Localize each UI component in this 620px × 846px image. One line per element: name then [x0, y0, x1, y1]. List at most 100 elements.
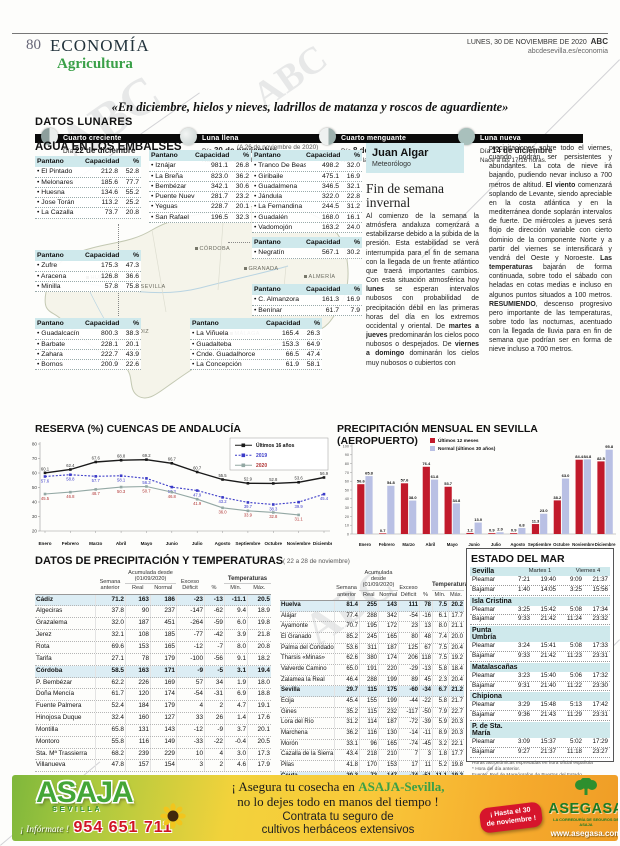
station-row: Ayamonte 70.7 195 172 23 13 8.0 21.1	[280, 622, 464, 633]
svg-text:40: 40	[32, 500, 38, 505]
svg-text:0.7: 0.7	[380, 528, 386, 533]
forecast-column-1: Al comienzo de la semana la atmósfera an…	[366, 213, 479, 367]
station-row: Tharsis «Minas» 62.6 380 174 206 118 7.5 19.2	[280, 654, 464, 665]
station-row: Córdoba 58.5 163 171 -9 -5 3.1 19.4	[35, 665, 271, 678]
svg-text:38.2: 38.2	[553, 495, 562, 500]
asegasa-url: www.asegasa.com	[550, 829, 618, 838]
svg-text:1.2: 1.2	[467, 527, 473, 532]
svg-text:30: 30	[345, 506, 349, 510]
svg-text:38.0: 38.0	[409, 495, 418, 500]
svg-text:58.8: 58.8	[66, 477, 75, 482]
svg-text:Febrero: Febrero	[379, 542, 395, 547]
high-tide-row: Pleamar 3:25 15:42 5:08 17:34	[470, 606, 610, 616]
svg-text:76.4: 76.4	[422, 461, 431, 466]
station-row: Gines 35.2 115 232 -117 -50 7.9 22.7	[280, 707, 464, 719]
lunar-section-title: DATOS LUNARES	[35, 116, 133, 128]
map-city-label: GRANADA	[244, 266, 279, 272]
author-role: Meteorólogo	[372, 161, 411, 168]
svg-text:100: 100	[343, 444, 349, 448]
svg-text:Marzo: Marzo	[89, 541, 102, 546]
asegasa-name: ASEGASA	[548, 801, 618, 817]
moon-phase: Luna nueva Día 14 de diciembre Nace a la…	[452, 128, 591, 170]
svg-text:Julio: Julio	[192, 541, 203, 546]
moon-phase-name: Cuarto menguante	[341, 135, 407, 142]
svg-text:2.0: 2.0	[497, 527, 503, 532]
tide-locality: Sevilla Martes 1 Viernes 4 Pleamar 7:21 1…	[470, 567, 610, 596]
precip-table-right: Semana anterior Acumulada desde (01/09/2…	[280, 570, 471, 783]
svg-text:45.5: 45.5	[41, 496, 50, 501]
svg-text:48.7: 48.7	[92, 491, 101, 496]
station-row: Cádiz 71.2 163 186 -23 -13 -11.1 20.5	[35, 594, 271, 607]
forecast-title: Fin de semana invernal	[366, 181, 444, 210]
precip-table-title: DATOS DE PRECIPITACIÓN Y TEMPERATURAS	[35, 555, 284, 567]
section-title: ECONOMÍA	[50, 36, 150, 55]
asegasa-logo-block: ASEGASA LA CORREDURÍA DE SEGUROS DE ASAJ…	[548, 777, 618, 838]
moon-icon	[319, 128, 336, 145]
low-tide-row: Bajamar 9:36 21:43 11:29 23:31	[470, 711, 610, 721]
station-row: P. Bembézar 62.2 226 169 57 34 1.9 18.0	[35, 677, 271, 690]
station-row: Grazalema 32.0 187 451 -264 -59 6.0 19.8	[35, 618, 271, 631]
high-tide-row: Pleamar 3:24 15:41 5:08 17:33	[470, 642, 610, 652]
svg-text:Últimos 12 meses: Últimos 12 meses	[438, 437, 479, 444]
station-row: Jerez 32.1 108 185 -77 -42 3.9 21.8	[35, 630, 271, 642]
svg-text:Agosto: Agosto	[215, 541, 231, 546]
svg-text:Diciembre: Diciembre	[595, 542, 616, 547]
page-number: 80	[26, 37, 41, 53]
brand-abc: ABC	[590, 37, 608, 46]
svg-text:Abril: Abril	[426, 542, 436, 547]
precip-table-header: Semana anterior Acumulada desde (01/09/2…	[280, 570, 471, 601]
svg-text:Septiembre: Septiembre	[235, 541, 260, 546]
svg-text:13.0: 13.0	[474, 517, 483, 522]
svg-text:56.9: 56.9	[320, 471, 329, 476]
asegasa-tree-icon	[575, 777, 597, 795]
tide-locality: P. de Sta. María Pleamar 3:09 15:37 5:02 17…	[470, 721, 610, 758]
precip-table-header: Semana anterior Acumulada desde (01/09/2…	[35, 570, 271, 595]
author-byline: Juan Algar Meteorólogo	[366, 143, 464, 173]
map-city-label: SEVILLA	[136, 284, 166, 290]
svg-text:23.0: 23.0	[540, 508, 549, 513]
svg-text:Septiembre: Septiembre	[528, 542, 552, 547]
precip-table-left: Semana anterior Acumulada desde (01/09/2…	[35, 570, 271, 773]
svg-text:46.8: 46.8	[66, 494, 75, 499]
station-row: Valverde Camino 65.0 191 220 -29 -13 5.8 18.4	[280, 664, 464, 676]
svg-text:11.3: 11.3	[532, 518, 540, 523]
author-name: Juan Algar	[372, 147, 429, 159]
svg-text:60.7: 60.7	[193, 465, 202, 470]
station-row: Palma del Condado 53.6 311 187 125 67 7.5 20.4	[280, 643, 464, 655]
svg-text:Mayo: Mayo	[141, 541, 153, 546]
reservoirs-date-note: (A 26 de noviembre de 2020)	[237, 144, 319, 151]
svg-text:52.8: 52.8	[269, 477, 278, 482]
svg-text:56.3: 56.3	[142, 480, 151, 485]
svg-text:Noviembre: Noviembre	[287, 541, 311, 546]
station-row: Villanueva 47.8 157 154 3 2 4.6 17.9	[35, 760, 271, 773]
moon-phase-name: Luna nueva	[480, 135, 521, 142]
lunar-black-strip	[35, 134, 583, 143]
station-row: Tarifa 27.1 78 179 -100 -56 9.1 18.2	[35, 653, 271, 666]
moon-rise-time: Nace a las 17:16 horas.	[480, 157, 547, 164]
station-row: Zalamea la Real 46.4 288 199 89 45 2.3 20.4	[280, 675, 464, 687]
moon-phase-name: Luna llena	[202, 135, 239, 142]
station-row: El Granado 85.2 245 165 80 48 7.4 20.0	[280, 632, 464, 644]
reservoir-table-header: Pantano Capacidad%	[190, 318, 322, 330]
svg-text:68.8: 68.8	[117, 454, 126, 459]
moon-icon	[41, 128, 58, 145]
svg-text:2020: 2020	[256, 463, 267, 469]
station-row: Morón 33.1 96 165 -74 -45 3.2 22.1	[280, 739, 464, 751]
